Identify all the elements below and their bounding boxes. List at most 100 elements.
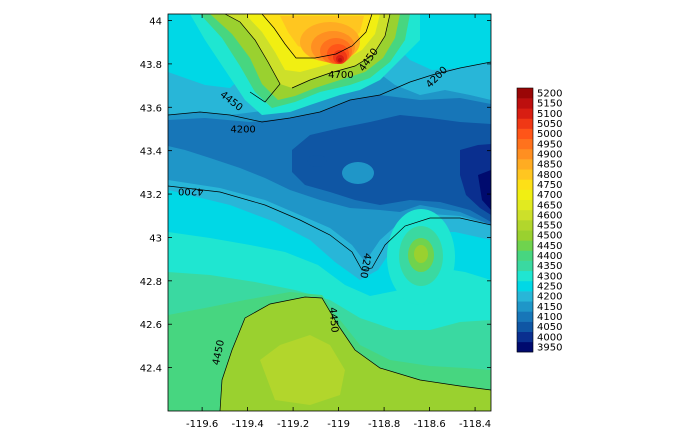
contour-label-text: 4200 (357, 252, 372, 279)
colorbar-label: 4750 (537, 180, 562, 191)
contour-band-basin-2 (292, 115, 491, 222)
x-tick-label: -118.8 (368, 419, 400, 430)
colorbar-label: 4900 (537, 150, 562, 161)
contour-band-local-high-4 (414, 245, 428, 263)
y-tick-label: 43.8 (140, 60, 162, 71)
colorbar: 3950400040504100415042004250430043504400… (516, 87, 562, 353)
y-tick-label: 42.8 (140, 277, 162, 288)
colorbar-label: 4800 (537, 170, 562, 181)
contour-island-1 (342, 162, 374, 184)
colorbar-label: 4500 (537, 231, 562, 242)
colorbar-label: 4600 (537, 210, 562, 221)
contour-label: 4200 (178, 185, 203, 196)
contour-line-4200-north (168, 61, 491, 123)
colorbar-swatch (517, 98, 533, 109)
contour-band-basin-4 (478, 170, 491, 210)
colorbar-swatch (517, 270, 533, 282)
colorbar-swatch (517, 341, 533, 353)
colorbar-swatch (517, 331, 533, 343)
colorbar-swatch (517, 128, 533, 140)
colorbar-swatch (517, 118, 533, 129)
x-axis: -119.6 -119.4 -119.2 -119 -118.8 -118.6 -118.4 (186, 14, 491, 430)
colorbar-swatch (517, 148, 533, 160)
contour-line-4200-mid (168, 185, 491, 271)
colorbar-label: 4950 (537, 139, 562, 150)
colorbar-swatch (517, 311, 533, 322)
y-axis: 44 43.8 43.6 43.4 43.2 43 42.8 42.6 42.4 (140, 17, 491, 375)
contour-lines (168, 14, 491, 411)
colorbar-swatch (517, 138, 533, 150)
colorbar-label: 4650 (537, 200, 562, 211)
colorbar-swatch (517, 291, 533, 302)
colorbar-label: 5050 (537, 119, 562, 130)
contour-island-2 (307, 155, 327, 167)
colorbar-label: 3950 (537, 342, 562, 353)
y-tick-label: 42.6 (140, 320, 162, 331)
colorbar-swatch (517, 321, 533, 332)
colorbar-swatch (517, 88, 533, 99)
y-tick-label: 43.2 (140, 190, 162, 201)
colorbar-label: 5150 (537, 99, 562, 110)
colorbar-label: 4200 (537, 292, 562, 303)
colorbar-swatch (517, 250, 533, 261)
colorbar-swatch (517, 230, 533, 241)
contour-line-4700 (261, 14, 373, 59)
colorbar-swatch (517, 189, 533, 200)
colorbar-frame (516, 87, 534, 353)
contour-label: 4200 (230, 124, 255, 135)
colorbar-label: 4700 (537, 190, 562, 201)
colorbar-swatch (517, 179, 533, 190)
x-tick-label: -119.2 (277, 419, 309, 430)
colorbar-label: 4550 (537, 221, 562, 232)
plot-frame (167, 13, 492, 412)
colorbar-label: 4300 (537, 271, 562, 282)
x-tick-label: -118.4 (459, 419, 491, 430)
colorbar-label: 4150 (537, 302, 562, 313)
y-tick-label: 43.4 (140, 147, 162, 158)
colorbar-swatch (517, 220, 533, 231)
y-tick-label: 43 (149, 233, 162, 244)
contour-label: 4450 (211, 339, 227, 366)
colorbar-label: 5200 (537, 89, 562, 100)
colorbar-label: 4100 (537, 312, 562, 323)
contour-label: 4200 (357, 252, 372, 279)
colorbar-label: 4450 (537, 241, 562, 252)
colorbar-label: 4050 (537, 322, 562, 333)
contour-label: 4450 (326, 307, 339, 333)
contour-label-text: 4450 (326, 307, 339, 333)
colorbar-swatch (517, 280, 533, 292)
contour-band-olive-south (260, 335, 345, 405)
colorbar-swatch (517, 199, 533, 211)
x-tick-label: -119 (327, 419, 350, 430)
colorbar-label: 5100 (537, 109, 562, 120)
colorbar-label: 5000 (537, 129, 562, 140)
colorbar-swatch (517, 260, 533, 272)
x-tick-label: -118.6 (413, 419, 445, 430)
contour-label-text: 4450 (211, 339, 227, 366)
y-tick-label: 44 (149, 17, 162, 28)
contour-label-text: 4200 (230, 124, 255, 135)
colorbar-label: 4000 (537, 332, 562, 343)
colorbar-swatch (517, 159, 533, 170)
y-tick-label: 43.6 (140, 103, 162, 114)
contour-label-text: 4700 (328, 70, 353, 81)
colorbar-label: 4250 (537, 282, 562, 293)
contour-label-text: 4200 (178, 185, 203, 196)
colorbar-swatch (517, 169, 533, 180)
colorbar-swatch (517, 209, 533, 221)
contour-line-4450-south (219, 296, 491, 411)
y-tick-label: 42.4 (140, 364, 162, 375)
colorbar-label: 4850 (537, 160, 562, 171)
colorbar-label: 4350 (537, 261, 562, 272)
x-tick-label: -119.6 (186, 419, 218, 430)
contour-band-north-14 (338, 58, 342, 62)
x-tick-label: -119.4 (231, 419, 263, 430)
colorbar-swatch (517, 240, 533, 251)
colorbar-swatch (517, 108, 533, 119)
contour-line-4450-north (224, 14, 391, 103)
contour-label: 4700 (328, 70, 353, 81)
colorbar-swatch (517, 301, 533, 312)
colorbar-label: 4400 (537, 251, 562, 262)
